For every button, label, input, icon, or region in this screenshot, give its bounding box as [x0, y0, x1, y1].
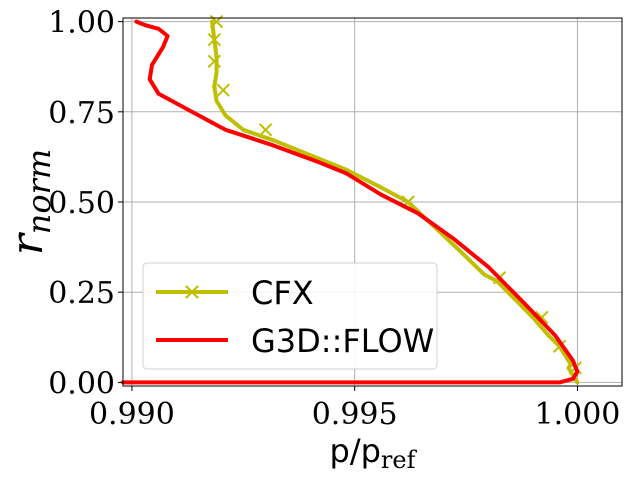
marker-stroke [552, 339, 567, 354]
y-tick-label: 0.25 [48, 276, 115, 311]
series-line-g3d-flow [121, 19, 580, 385]
data-point-cfx [216, 83, 230, 97]
data-point-cfx [535, 310, 549, 325]
series-line-cfx [210, 19, 580, 385]
marker-stroke [207, 32, 222, 47]
x-tick-label: 0.995 [312, 397, 398, 432]
data-point-cfx [258, 123, 273, 137]
legend-entry-cfx: CFX [156, 274, 314, 312]
tick-labels: 0.990 0.995 1.000 0.00 0.25 0.50 0.75 1.00 [48, 6, 620, 432]
x-axis-label: p/pref [330, 432, 418, 474]
marker-stroke [258, 123, 273, 137]
x-tick-label: 0.990 [89, 397, 175, 432]
y-tick-label: 0.50 [48, 186, 115, 221]
legend-label: CFX [251, 274, 314, 312]
legend-marker [185, 285, 199, 299]
legend-box [142, 262, 438, 370]
data-point-cfx [207, 32, 222, 47]
legend-label: G3D::FLOW [251, 322, 434, 360]
y-tick-label: 0.00 [48, 366, 115, 401]
plot-area [121, 14, 582, 385]
marker-stroke [216, 83, 230, 97]
y-tick-label: 0.75 [48, 96, 115, 131]
y-axis-label: rnorm [2, 149, 58, 256]
x-tick-label: 1.000 [535, 397, 621, 432]
data-point-cfx [207, 54, 222, 69]
marker-stroke [535, 310, 549, 325]
marker-stroke [207, 54, 222, 69]
legend-entry-g3d-flow: G3D::FLOW [156, 322, 434, 360]
y-tick-label: 1.00 [48, 6, 115, 41]
